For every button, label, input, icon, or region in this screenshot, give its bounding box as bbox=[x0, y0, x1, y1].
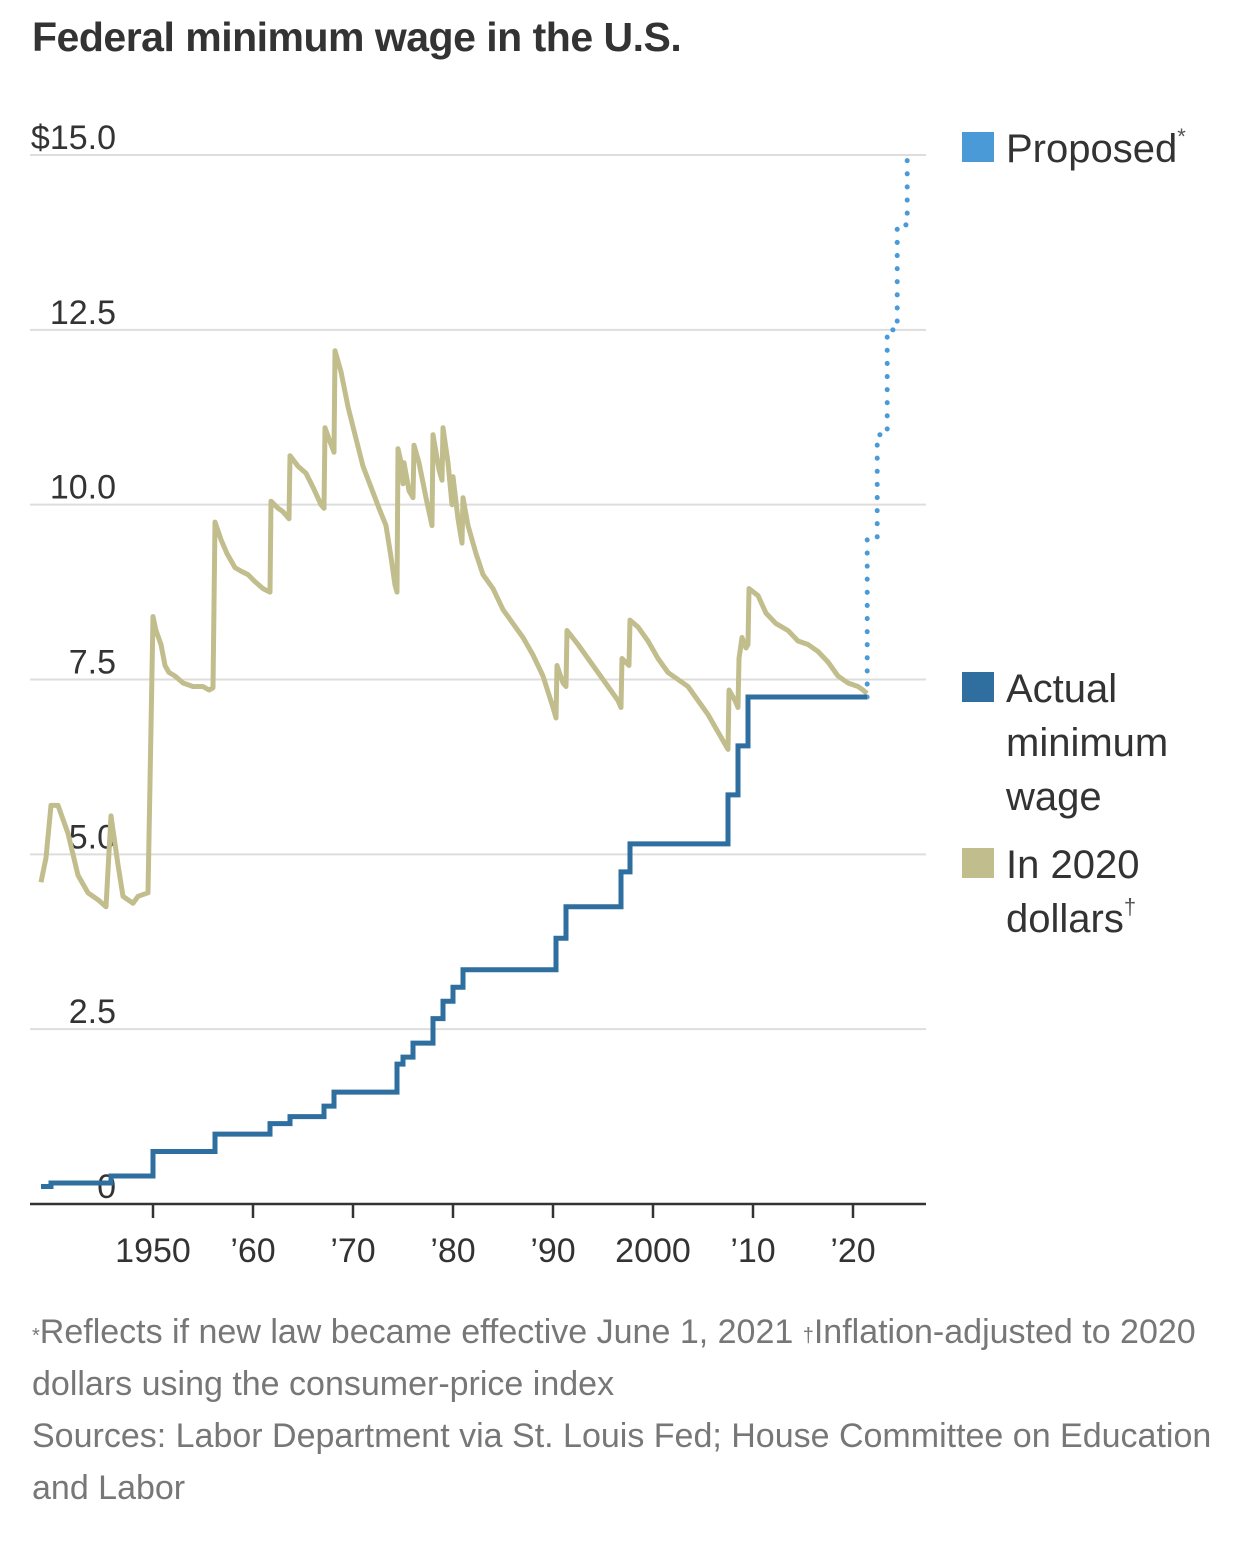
legend: Proposed* Actual minimum wage In 2020 dollars… bbox=[962, 124, 1186, 941]
x-tick-label: ’80 bbox=[430, 1232, 475, 1270]
series-line-proposed bbox=[864, 152, 910, 700]
x-tick-label: 2000 bbox=[615, 1232, 691, 1270]
legend-item-adjusted: In 2020 dollars† bbox=[962, 843, 1139, 941]
y-axis-tick-labels: 02.55.07.510.012.5$15.0 bbox=[31, 119, 116, 1206]
legend-label-actual: minimum bbox=[1006, 721, 1168, 765]
footnote-1-mark: * bbox=[32, 1325, 40, 1347]
legend-item-proposed: Proposed* bbox=[962, 124, 1186, 171]
series-lines bbox=[38, 152, 910, 1190]
grid-lines bbox=[30, 154, 926, 1031]
y-tick-label: 2.5 bbox=[69, 993, 116, 1031]
legend-label-actual: Actual bbox=[1006, 667, 1117, 711]
legend-mark-adjusted: † bbox=[1124, 894, 1136, 919]
legend-label-adjusted: dollars† bbox=[1006, 894, 1136, 941]
x-tick-label: ’60 bbox=[230, 1232, 275, 1270]
legend-label-proposed: Proposed* bbox=[1006, 124, 1186, 171]
x-axis-ticks: 1950 ’60 ’70 ’80 ’90 2000 ’10 ’20 bbox=[115, 1204, 876, 1270]
legend-item-actual: Actual minimum wage bbox=[962, 667, 1168, 819]
legend-mark-proposed: * bbox=[1177, 124, 1186, 149]
legend-label-adjusted: In 2020 bbox=[1006, 843, 1139, 887]
series-line-actual bbox=[41, 694, 867, 1190]
footnote-2-mark: † bbox=[802, 1325, 814, 1347]
wage-chart: 02.55.07.510.012.5$15.0 1950’60’70’80’90… bbox=[30, 119, 1186, 1270]
y-tick-label: 10.0 bbox=[50, 469, 116, 507]
y-tick-label: 7.5 bbox=[69, 644, 116, 682]
series-line-adjusted bbox=[38, 348, 869, 910]
x-tick-label: ’10 bbox=[730, 1232, 775, 1270]
legend-swatch-proposed bbox=[962, 132, 994, 162]
x-tick-label: ’20 bbox=[830, 1232, 875, 1270]
chart-title: Federal minimum wage in the U.S. bbox=[32, 14, 682, 60]
x-tick-label: 1950 bbox=[115, 1232, 191, 1270]
legend-swatch-adjusted bbox=[962, 848, 994, 878]
legend-label-actual: wage bbox=[1005, 775, 1102, 819]
y-tick-label: 12.5 bbox=[50, 294, 116, 332]
y-tick-label: $15.0 bbox=[31, 119, 116, 157]
legend-swatch-actual bbox=[962, 672, 994, 702]
x-tick-label: ’90 bbox=[530, 1232, 575, 1270]
footnote-notes: *Reflects if new law became effective Ju… bbox=[32, 1306, 1212, 1410]
footnote-1-text: Reflects if new law became effective Jun… bbox=[39, 1313, 794, 1351]
sources-note: Sources: Labor Department via St. Louis … bbox=[32, 1417, 1212, 1507]
footnote-2-text: Inflation-adjusted to 2020 dollars using… bbox=[32, 1313, 1196, 1403]
x-tick-label: ’70 bbox=[330, 1232, 375, 1270]
